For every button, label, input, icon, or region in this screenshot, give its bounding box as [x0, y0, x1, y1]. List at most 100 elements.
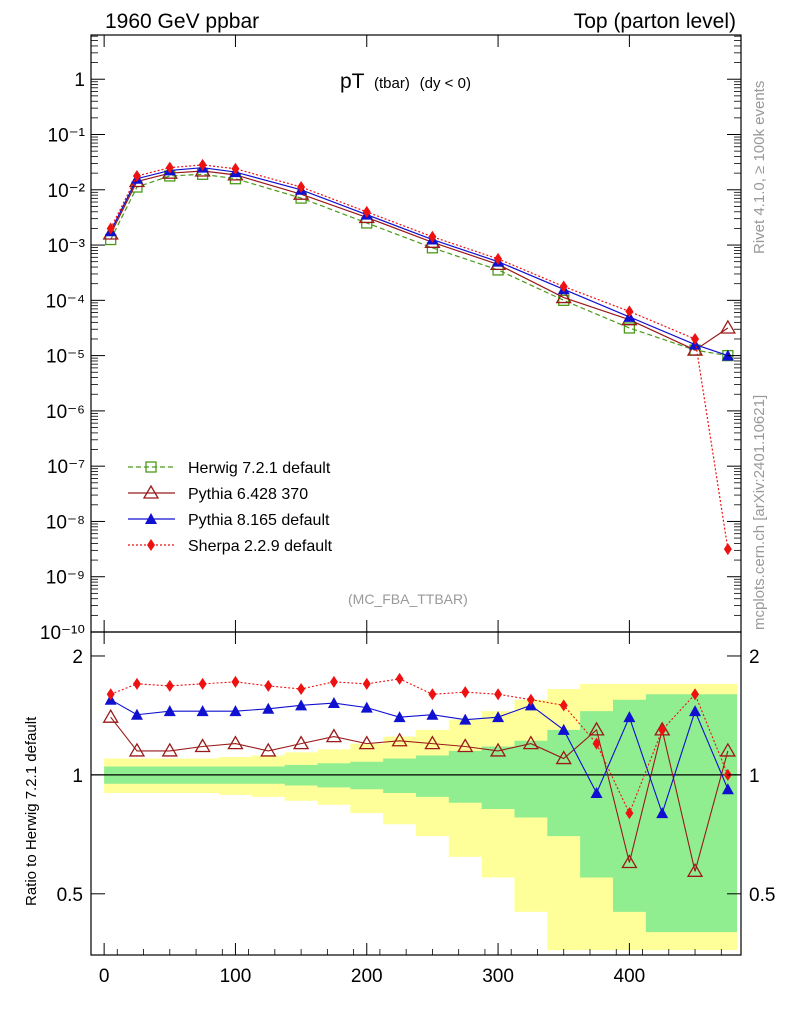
main-ytick-label: 10⁻¹⁰: [40, 623, 85, 644]
ratio-point-pythia-8-165-default-6: [295, 699, 308, 711]
ratio-point-pythia-6-428-370-14: [555, 750, 572, 765]
ratio-point-pythia-8-165-default-18: [689, 705, 702, 717]
main-ytick-label: 10⁻⁵: [46, 347, 85, 368]
ratio-xtick-label: 100: [220, 966, 252, 987]
data-point-sherpa-2-2-9-default-4: [231, 162, 240, 175]
ratio-point-sherpa-2-2-9-default-15: [592, 737, 601, 750]
legend-label-sherpa-2-2-9-default: Sherpa 2.2.9 default: [188, 538, 333, 555]
legend-marker-sherpa-2-2-9-default: [147, 539, 155, 551]
main-panel: 1 10⁻¹ 10⁻² 10⁻³ 10⁻⁴ 10⁻⁵ 10⁻⁶ 10⁻⁷ 10⁻⁸ 10⁻⁹ 10⁻…: [40, 34, 742, 644]
ratio-ticks: 0.5 0.5 1 1 2 2 0 100 200 300 400: [57, 632, 775, 987]
ratio-point-pythia-8-165-default-14: [557, 723, 570, 735]
series-pythia-6-428-370: [102, 162, 737, 356]
ratio-point-pythia-8-165-default-10: [426, 708, 439, 720]
legend-entry-herwig-7-2-1-default: Herwig 7.2.1 default: [128, 460, 331, 477]
data-point-pythia-6-428-370-12: [719, 319, 737, 334]
data-point-sherpa-2-2-9-default-12: [723, 543, 732, 556]
ratio-point-pythia-6-428-370-1: [128, 742, 146, 757]
main-ticks: 1 10⁻¹ 10⁻² 10⁻³ 10⁻⁴ 10⁻⁵ 10⁻⁶ 10⁻⁷ 10⁻⁸ 10⁻⁹ 10⁻…: [40, 35, 741, 644]
ratio-point-sherpa-2-2-9-default-11: [461, 686, 470, 699]
legend-label-herwig-7-2-1-default: Herwig 7.2.1 default: [188, 460, 331, 477]
data-point-sherpa-2-2-9-default-7: [428, 230, 437, 243]
ratio-point-pythia-6-428-370-5: [260, 742, 277, 757]
data-point-sherpa-2-2-9-default-0: [106, 222, 115, 235]
ratio-point-pythia-6-428-370-2: [161, 742, 178, 757]
ratio-point-pythia-8-165-default-1: [130, 708, 143, 720]
plot-title-sub2: (dy < 0): [420, 75, 471, 92]
data-point-sherpa-2-2-9-default-8: [494, 252, 503, 265]
data-point-sherpa-2-2-9-default-3: [198, 158, 207, 171]
ratio-point-sherpa-2-2-9-default-8: [362, 677, 371, 690]
ratio-point-pythia-6-428-370-12: [489, 742, 507, 757]
ratio-point-pythia-6-428-370-3: [194, 738, 211, 753]
ratio-series-pythia-8-165-default: [104, 693, 734, 819]
main-ytick-label: 10⁻⁹: [46, 568, 85, 589]
plot-title-main: pT: [340, 70, 365, 93]
ratio-ytick-label: 0.5: [57, 885, 83, 906]
ratio-ylabel: Ratio to Herwig 7.2.1 default: [23, 716, 40, 906]
ratio-point-pythia-6-428-370-19: [719, 742, 737, 757]
process-label: Top (parton level): [574, 10, 736, 33]
ratio-point-pythia-8-165-default-17: [656, 807, 669, 819]
ratio-point-pythia-6-428-370-9: [391, 732, 408, 747]
rivet-version-label: Rivet 4.1.0, ≥ 100k events: [751, 81, 768, 254]
data-point-sherpa-2-2-9-default-5: [297, 181, 306, 194]
legend-entry-pythia-8-165-default: Pythia 8.165 default: [128, 512, 330, 529]
main-ytick-label: 10⁻⁸: [46, 512, 85, 533]
ratio-point-sherpa-2-2-9-default-10: [428, 688, 437, 701]
ratio-point-sherpa-2-2-9-default-3: [198, 677, 207, 690]
ratio-ytick-label-right: 1: [749, 766, 760, 787]
main-ytick-label: 10⁻³: [48, 236, 86, 257]
series-line-herwig-7-2-1-default: [110, 173, 728, 357]
series-sherpa-2-2-9-default: [106, 158, 732, 556]
ratio-ytick-label-right: 2: [749, 647, 760, 668]
ratio-frame: [90, 631, 742, 956]
ratio-point-pythia-8-165-default-12: [492, 711, 505, 723]
ratio-point-pythia-8-165-default-4: [229, 705, 242, 717]
data-point-sherpa-2-2-9-default-1: [132, 169, 141, 182]
ratio-point-pythia-6-428-370-16: [621, 854, 638, 869]
ratio-point-pythia-6-428-370-7: [325, 728, 343, 743]
ratio-point-pythia-8-165-default-19: [721, 783, 734, 795]
data-point-sherpa-2-2-9-default-6: [362, 205, 371, 218]
ratio-point-pythia-8-165-default-3: [196, 705, 209, 717]
ratio-point-pythia-6-428-370-13: [522, 735, 540, 750]
ratio-point-pythia-8-165-default-16: [623, 711, 636, 723]
data-point-sherpa-2-2-9-default-11: [691, 333, 700, 346]
ratio-point-pythia-8-165-default-15: [590, 786, 603, 798]
series-herwig-7-2-1-default: [105, 168, 734, 362]
ratio-xtick-label: 200: [351, 966, 383, 987]
ratio-point-sherpa-2-2-9-default-13: [526, 693, 535, 706]
ratio-point-pythia-6-428-370-6: [292, 735, 310, 750]
ratio-point-sherpa-2-2-9-default-17: [658, 723, 667, 736]
ratio-point-pythia-8-165-default-11: [459, 713, 472, 725]
ratio-xtick-label: 300: [482, 966, 514, 987]
ratio-point-sherpa-2-2-9-default-6: [297, 682, 306, 695]
main-ytick-label: 10⁻²: [48, 181, 86, 202]
ratio-point-pythia-8-165-default-2: [163, 705, 176, 717]
ratio-point-sherpa-2-2-9-default-5: [264, 679, 273, 692]
uncertainty-band-inner: [104, 694, 738, 933]
legend-label-pythia-8-165-default: Pythia 8.165 default: [188, 512, 330, 529]
main-ytick-label: 10⁻¹: [48, 126, 86, 147]
ratio-xtick-label: 400: [614, 966, 646, 987]
data-point-sherpa-2-2-9-default-2: [165, 161, 174, 174]
legend-marker-herwig-7-2-1-default: [145, 461, 157, 473]
mcplots-label: mcplots.cern.ch [arXiv:2401.10621]: [751, 395, 768, 630]
ratio-line-pythia-6-428-370: [110, 716, 729, 872]
ratio-panel: 0.5 0.5 1 1 2 2 0 100 200 300 400 Ratio to Herwig …: [23, 631, 775, 987]
ratio-point-pythia-8-165-default-9: [393, 711, 406, 723]
ratio-point-sherpa-2-2-9-default-4: [231, 675, 240, 688]
ratio-point-pythia-6-428-370-18: [686, 863, 704, 877]
ratio-series-pythia-6-428-370: [102, 708, 737, 877]
ratio-point-pythia-8-165-default-5: [262, 702, 275, 714]
legend-marker-pythia-8-165-default: [145, 513, 157, 524]
plot-title-sub1: (tbar): [374, 75, 410, 92]
analysis-tag: (MC_FBA_TTBAR): [348, 591, 468, 607]
main-ytick-label: 10⁻⁴: [46, 291, 85, 312]
ratio-ytick-label: 1: [72, 766, 83, 787]
plot-title: pT (tbar) (dy < 0): [340, 70, 471, 93]
ratio-point-pythia-8-165-default-7: [327, 697, 340, 709]
ratio-point-pythia-6-428-370-15: [588, 721, 605, 736]
